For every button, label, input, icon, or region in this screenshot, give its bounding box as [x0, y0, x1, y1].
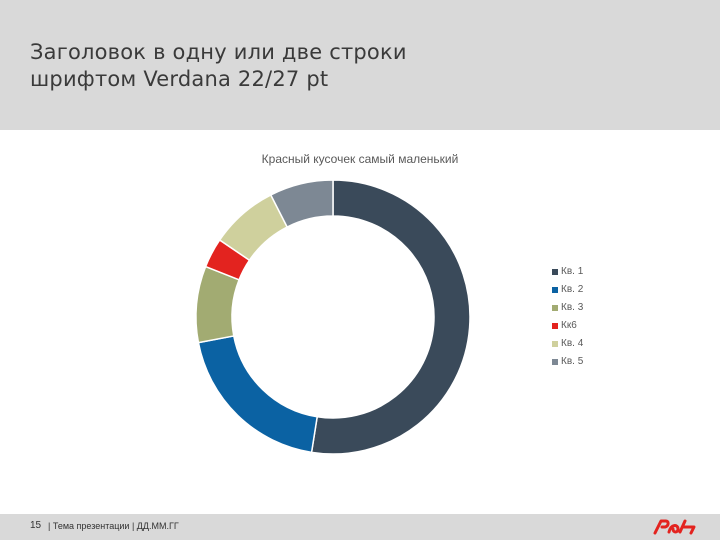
legend-label: Кв. 1 [561, 266, 584, 277]
donut-slice-6 [269, 179, 334, 229]
legend-label: Кв. 3 [561, 302, 584, 313]
legend-swatch [552, 305, 558, 311]
legend-swatch [552, 287, 558, 293]
donut-slice-2 [197, 335, 319, 454]
legend-item-1: Кв. 1 [552, 263, 583, 281]
legend-swatch [552, 323, 558, 329]
legend-item-5: Кв. 4 [552, 335, 583, 353]
chart-legend: Кв. 1 Кв. 2 Кв. 3 Кк6 Кв. 4 Кв. 5 [552, 263, 583, 371]
footer-topic: | Тема презентации | ДД.ММ.ГГ [48, 521, 179, 531]
chart-title: Красный кусочек самый маленький [261, 152, 459, 166]
legend-item-4: Кк6 [552, 317, 583, 335]
legend-label: Кв. 4 [561, 338, 584, 349]
legend-swatch [552, 269, 558, 275]
page-number: 15 [30, 520, 42, 531]
legend-item-2: Кв. 2 [552, 281, 583, 299]
legend-label: Кк6 [561, 320, 577, 331]
donut-slice-1 [310, 179, 471, 455]
legend-swatch [552, 359, 558, 365]
legend-item-3: Кв. 3 [552, 299, 583, 317]
legend-swatch [552, 341, 558, 347]
header-band: Заголовок в одну или две строки шрифтом … [0, 0, 720, 130]
slide-title: Заголовок в одну или две строки шрифтом … [30, 40, 407, 91]
legend-label: Кв. 5 [561, 356, 584, 367]
legend-label: Кв. 2 [561, 284, 584, 295]
legend-item-6: Кв. 5 [552, 353, 583, 371]
rzd-logo-icon [653, 519, 696, 535]
footer-band: 15 | Тема презентации | ДД.ММ.ГГ [0, 514, 720, 540]
